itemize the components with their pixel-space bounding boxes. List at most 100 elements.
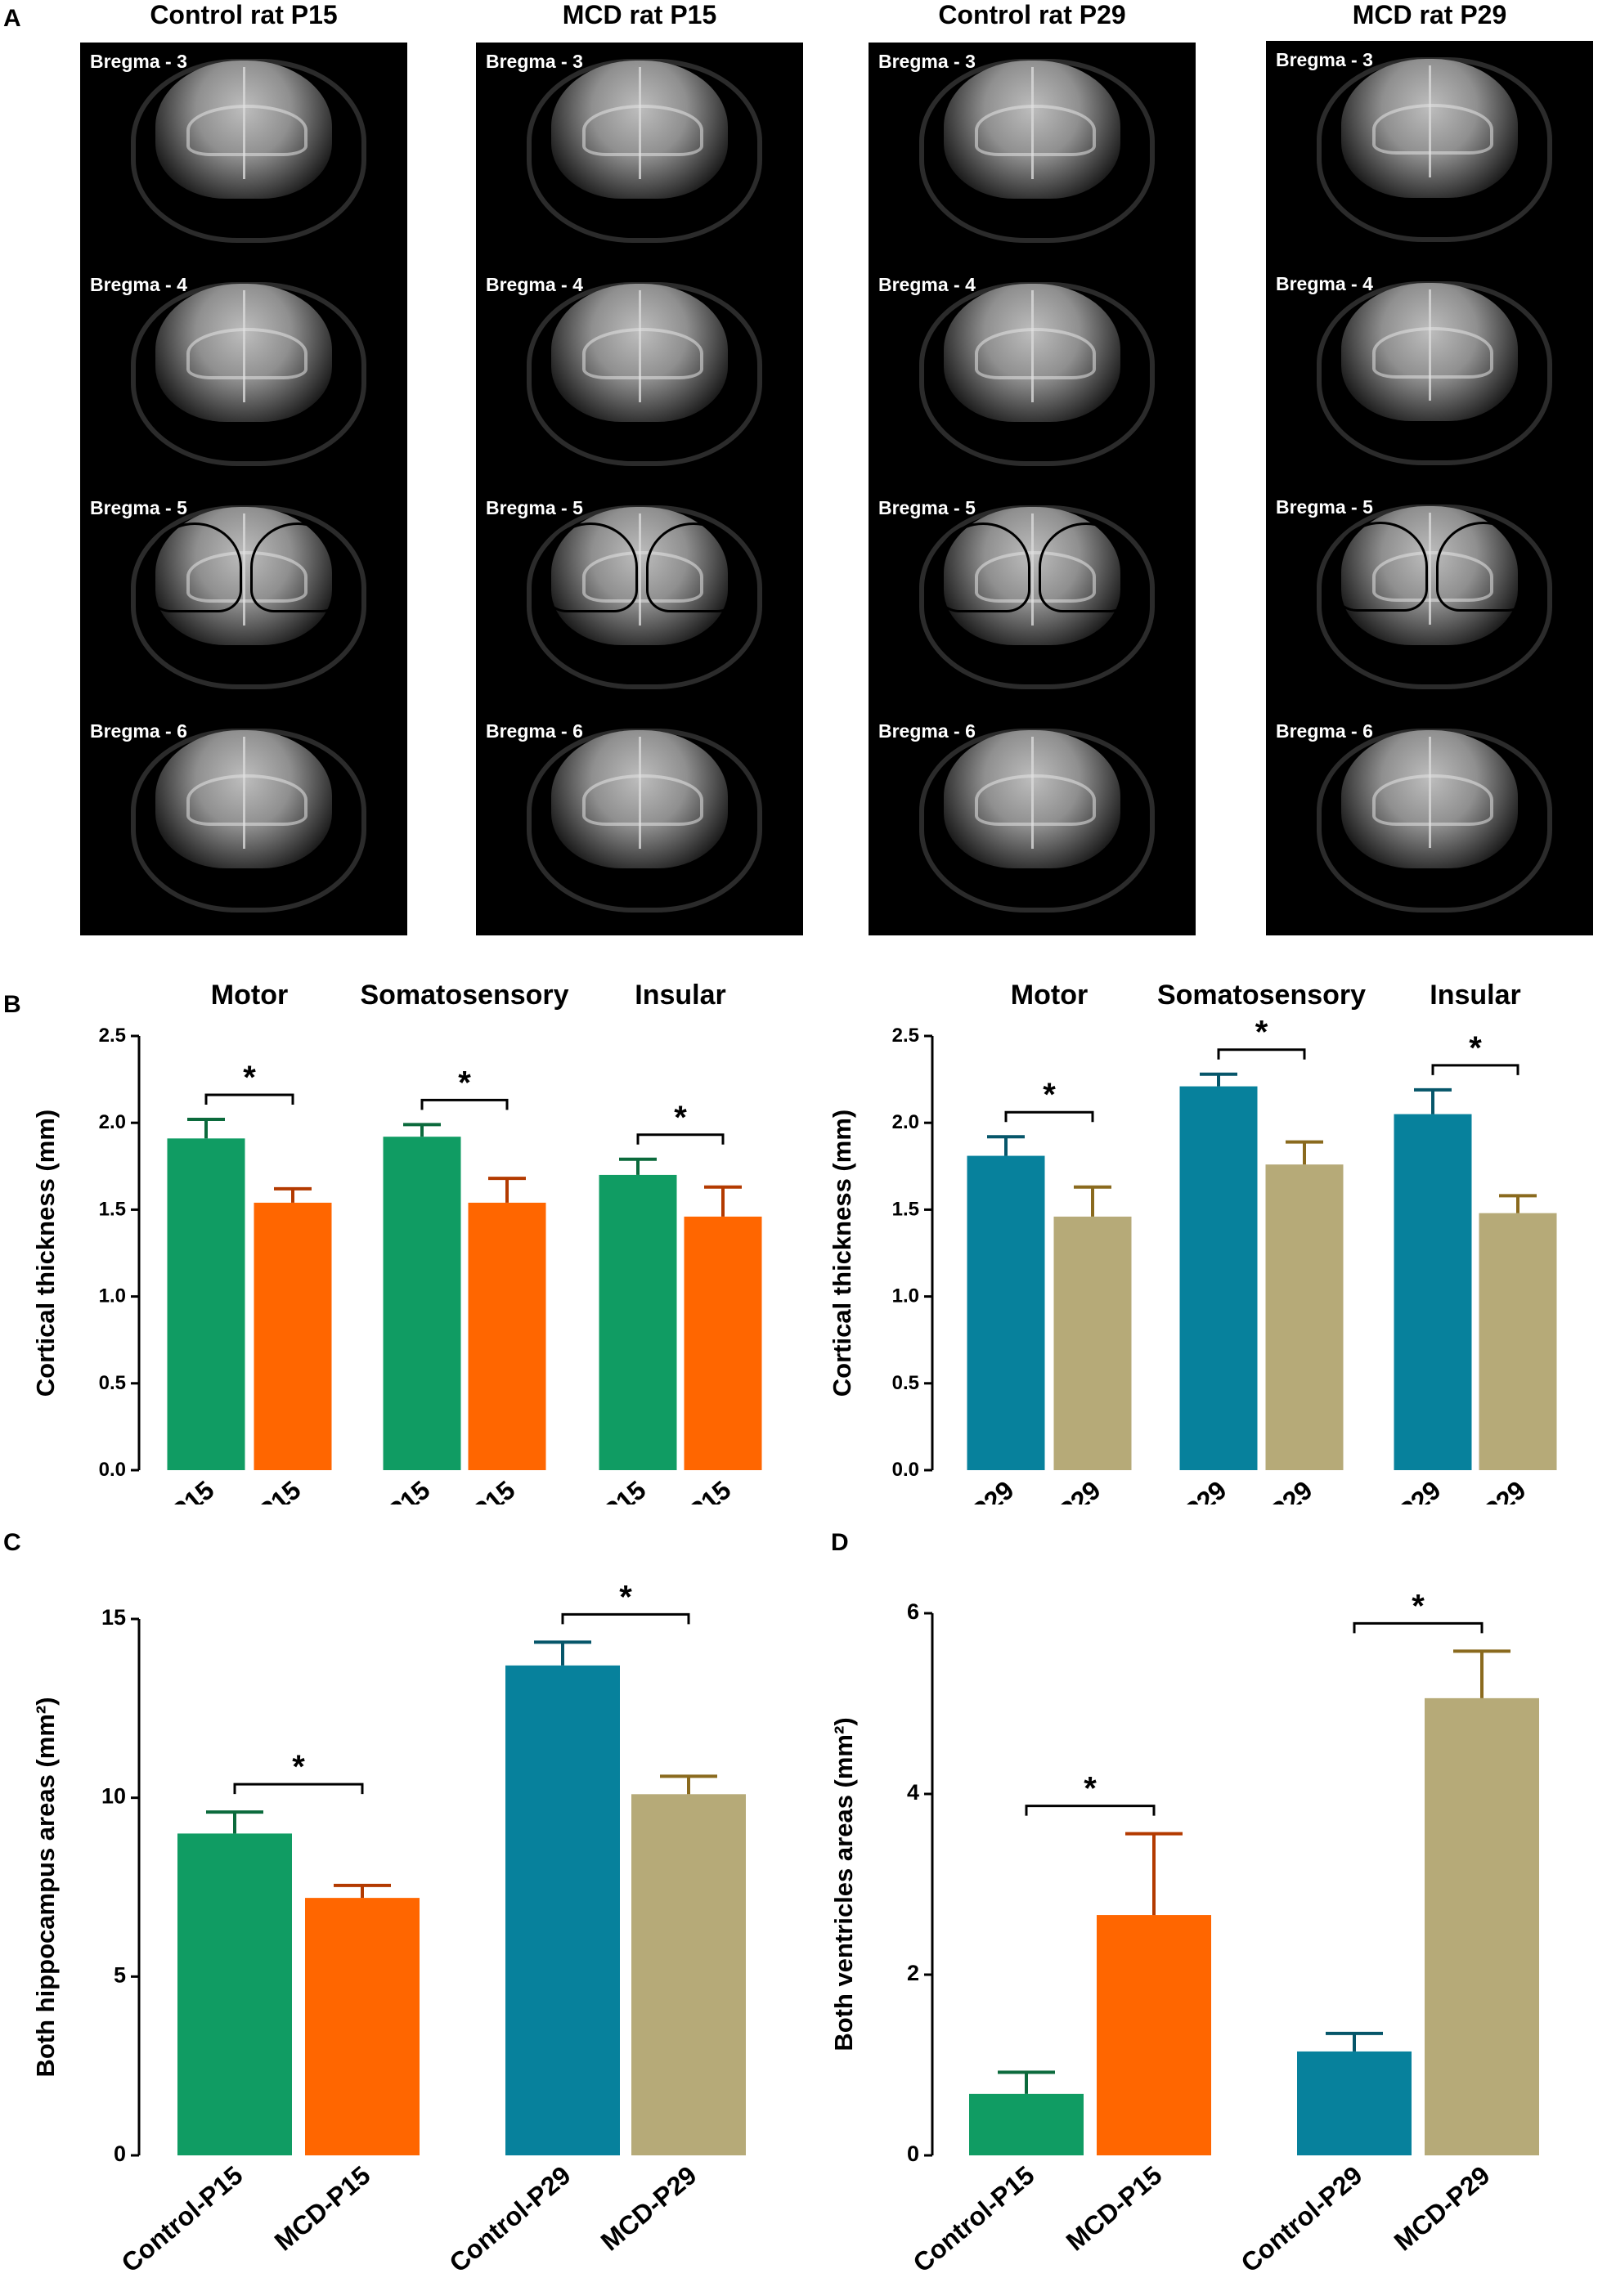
category-label: Control-P29 bbox=[1313, 1475, 1446, 1505]
y-tick-label: 0 bbox=[114, 2141, 126, 2166]
hippocampus-shape bbox=[582, 328, 703, 380]
y-tick-label: 5 bbox=[114, 1962, 126, 1987]
group-title: Insular bbox=[1430, 980, 1520, 1011]
mri-slice: Bregma - 4 bbox=[869, 266, 1196, 489]
bregma-label: Bregma - 5 bbox=[90, 497, 187, 518]
bar bbox=[505, 1665, 620, 2155]
mri-column-image: Bregma - 3 Bregma - 4 Bregma - 5 Bregma - 6 bbox=[80, 43, 407, 935]
bregma-label: Bregma - 4 bbox=[878, 274, 976, 295]
significance-star: * bbox=[1412, 1588, 1425, 1624]
y-tick-label: 1.0 bbox=[99, 1285, 126, 1307]
significance-bracket bbox=[636, 1133, 725, 1145]
hippocampus-shape bbox=[582, 105, 703, 157]
hippocampus-shape bbox=[186, 105, 307, 157]
y-tick-label: 1.5 bbox=[99, 1198, 126, 1220]
bregma-label: Bregma - 6 bbox=[1276, 720, 1373, 742]
significance-star: * bbox=[458, 1065, 471, 1101]
mri-slice: Bregma - 6 bbox=[476, 712, 803, 935]
panel-label-a: A bbox=[3, 5, 21, 32]
category-label: MCD-P15 bbox=[269, 2160, 376, 2257]
category-label: Control-P15 bbox=[303, 1475, 435, 1505]
mri-slice: Bregma - 3 bbox=[476, 43, 803, 266]
y-tick-label: 1.5 bbox=[892, 1198, 919, 1220]
bregma-label: Bregma - 6 bbox=[486, 720, 583, 742]
mri-slice: Bregma - 4 bbox=[1266, 265, 1593, 489]
mri-column-image: Bregma - 3 Bregma - 4 Bregma - 5 Bregma - 6 bbox=[869, 43, 1196, 935]
hippocampus-shape bbox=[186, 328, 307, 380]
y-tick-label: 10 bbox=[101, 1784, 126, 1809]
bregma-label: Bregma - 5 bbox=[486, 497, 583, 518]
cortex-outline bbox=[646, 522, 741, 612]
bregma-label: Bregma - 3 bbox=[1276, 49, 1373, 70]
y-tick-label: 0.0 bbox=[99, 1459, 126, 1481]
bregma-label: Bregma - 4 bbox=[1276, 272, 1373, 294]
mri-slice: Bregma - 4 bbox=[80, 266, 407, 489]
bar bbox=[1297, 2051, 1412, 2155]
hippocampus-shape bbox=[582, 774, 703, 827]
hippocampus-shape bbox=[1372, 327, 1493, 379]
cortex-outline bbox=[147, 522, 242, 612]
cortex-outline bbox=[1333, 522, 1428, 612]
significance-bracket bbox=[1004, 1110, 1094, 1123]
mri-column-title: Control rat P15 bbox=[150, 0, 338, 29]
bregma-label: Bregma - 5 bbox=[1276, 496, 1373, 518]
bar bbox=[1425, 1697, 1539, 2155]
mri-slice: Bregma - 3 bbox=[869, 43, 1196, 266]
category-label: MCD-P29 bbox=[1389, 2160, 1496, 2257]
cortex-outline bbox=[1039, 522, 1133, 612]
group-title: Motor bbox=[1011, 980, 1088, 1011]
bar bbox=[254, 1202, 332, 1470]
bar bbox=[1179, 1086, 1258, 1470]
category-label: Control-P29 bbox=[1099, 1475, 1232, 1505]
y-tick-label: 0.5 bbox=[892, 1372, 919, 1394]
significance-star: * bbox=[1084, 1771, 1097, 1807]
bar bbox=[631, 1794, 746, 2155]
group-title: Somatosensory bbox=[360, 980, 568, 1011]
category-label: Control-P29 bbox=[443, 2160, 576, 2278]
y-tick-label: 0.0 bbox=[892, 1459, 919, 1481]
group-title: Somatosensory bbox=[1157, 980, 1366, 1011]
significance-star: * bbox=[1255, 1015, 1268, 1051]
mri-column-image: Bregma - 3 Bregma - 4 Bregma - 5 Bregma - 6 bbox=[1266, 41, 1593, 935]
group-title: Insular bbox=[635, 980, 725, 1011]
mri-slice: Bregma - 6 bbox=[80, 712, 407, 935]
cortex-outline bbox=[250, 522, 345, 612]
significance-star: * bbox=[292, 1749, 305, 1785]
mri-column-title: Control rat P29 bbox=[938, 0, 1126, 29]
mri-column-title: MCD rat P15 bbox=[562, 0, 717, 29]
mri-slice: Bregma - 5 bbox=[1266, 488, 1593, 712]
mri-column-title: MCD rat P29 bbox=[1352, 0, 1507, 29]
hippocampus-shape bbox=[1372, 774, 1493, 826]
bar bbox=[383, 1137, 461, 1470]
y-axis-label: Cortical thickness (mm) bbox=[31, 1110, 60, 1397]
significance-bracket bbox=[561, 1612, 690, 1625]
category-label: Control-P15 bbox=[518, 1475, 651, 1505]
significance-star: * bbox=[674, 1100, 687, 1136]
bregma-label: Bregma - 3 bbox=[878, 51, 976, 72]
bregma-label: Bregma - 3 bbox=[486, 51, 583, 72]
significance-bracket bbox=[1025, 1805, 1156, 1816]
significance-star: * bbox=[243, 1060, 256, 1096]
y-axis-label: Both ventricles areas (mm²) bbox=[829, 1717, 858, 2051]
significance-bracket bbox=[1217, 1048, 1306, 1060]
chart-cortical-thickness-p29: 0.0 0.5 1.0 1.5 2.0 2.5 Cortical thickness (mm… bbox=[828, 980, 1557, 1505]
y-tick-label: 4 bbox=[907, 1780, 919, 1805]
y-tick-label: 6 bbox=[907, 1599, 919, 1624]
bar bbox=[969, 2093, 1084, 2155]
chart-cortical-thickness-p15: 0.0 0.5 1.0 1.5 2.0 2.5 Cortical thickness (mm… bbox=[31, 980, 762, 1505]
y-tick-label: 2.0 bbox=[99, 1111, 126, 1133]
significance-bracket bbox=[1431, 1064, 1519, 1075]
mri-column-image: Bregma - 3 Bregma - 4 Bregma - 5 Bregma - 6 bbox=[476, 43, 803, 935]
hippocampus-shape bbox=[186, 774, 307, 827]
y-tick-label: 2.5 bbox=[892, 1025, 919, 1047]
bregma-label: Bregma - 3 bbox=[90, 51, 187, 72]
mri-slice: Bregma - 6 bbox=[1266, 712, 1593, 936]
bar bbox=[167, 1138, 245, 1470]
mri-slice: Bregma - 5 bbox=[869, 489, 1196, 712]
mri-slice: Bregma - 4 bbox=[476, 266, 803, 489]
bregma-label: Bregma - 4 bbox=[486, 274, 583, 295]
bar bbox=[1479, 1213, 1557, 1470]
hippocampus-shape bbox=[975, 105, 1096, 157]
bregma-label: Bregma - 5 bbox=[878, 497, 976, 518]
significance-bracket bbox=[420, 1098, 509, 1110]
